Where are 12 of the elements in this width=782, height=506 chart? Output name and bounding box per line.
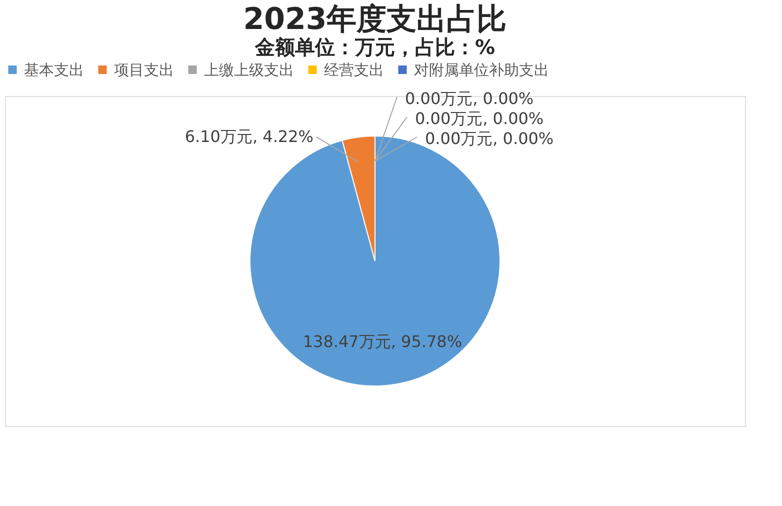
data-label: 138.47万元, 95.78% [302, 332, 462, 351]
legend-label: 上缴上级支出 [204, 60, 294, 79]
data-label: 6.10万元, 4.22% [184, 127, 314, 146]
legend-label: 经营支出 [324, 60, 384, 79]
text: 0.00万元, 0.00% [405, 89, 534, 108]
chart-title: 2023年度支出占比 [243, 2, 507, 37]
text: 0.00万元, 0.00% [425, 129, 554, 148]
legend-label: 对附属单位补助支出 [414, 60, 549, 79]
legend-label: 项目支出 [114, 60, 174, 79]
chart-subtitle: 金额单位：万元，占比：% [254, 35, 496, 59]
legend-label: 基本支出 [24, 60, 84, 79]
text: 0.00万元, 0.00% [415, 109, 544, 128]
